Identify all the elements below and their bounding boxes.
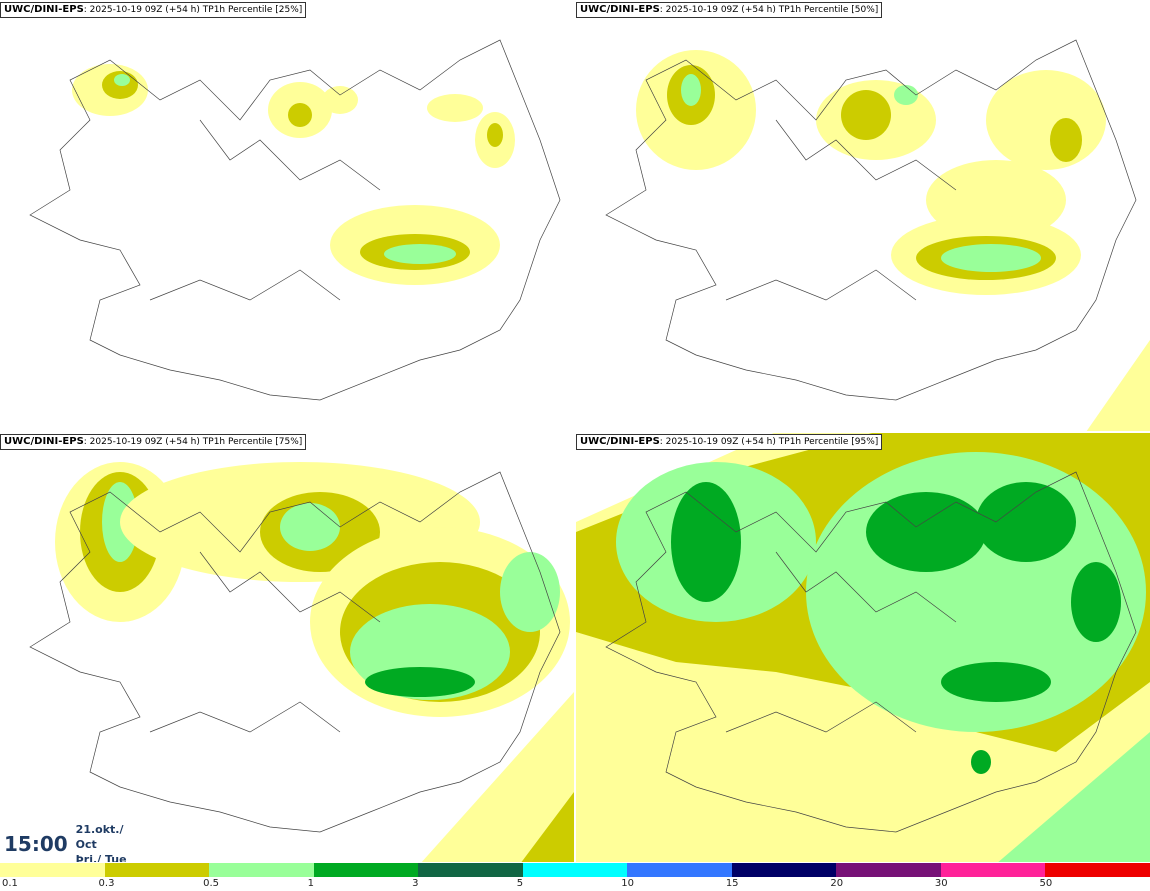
map-panel-p50: UWC/DINI-EPS: 2025-10-19 09Z (+54 h) TP1… [576, 0, 1150, 432]
panel-divider-horizontal [0, 431, 1150, 433]
valid-date: 21.okt./ Oct Þri./ Tue [75, 822, 127, 866]
legend-swatch [1045, 863, 1150, 877]
valid-time-box: 15:00 21.okt./ Oct Þri./ Tue [0, 823, 136, 866]
panel-title: UWC/DINI-EPS: 2025-10-19 09Z (+54 h) TP1… [576, 434, 883, 450]
legend-label: 50 [1039, 878, 1053, 889]
legend-label: 1 [307, 878, 314, 889]
panel-title: UWC/DINI-EPS: 2025-10-19 09Z (+54 h) TP1… [576, 2, 883, 18]
legend-label: 10 [621, 878, 634, 889]
legend-label: 15 [725, 878, 739, 889]
precip-map [29, 462, 574, 862]
legend-label: 5 [516, 878, 524, 889]
legend-swatch [313, 863, 419, 877]
precip-map [576, 432, 1150, 862]
legend-swatch [522, 863, 628, 877]
coastline [29, 39, 561, 401]
coastline [605, 471, 1137, 833]
legend-swatch [418, 863, 524, 877]
legend-swatch [0, 863, 106, 877]
precip-field [72, 64, 515, 285]
map-panel-p25: UWC/DINI-EPS: 2025-10-19 09Z (+54 h) TP1… [0, 0, 574, 432]
precip-field [576, 432, 1150, 862]
precip-map [29, 39, 561, 401]
legend-swatch [836, 863, 942, 877]
map-panel-p75: UWC/DINI-EPS: 2025-10-19 09Z (+54 h) TP1… [0, 432, 574, 862]
map-panel-p95: UWC/DINI-EPS: 2025-10-19 09Z (+54 h) TP1… [576, 432, 1150, 862]
legend-label: 3 [412, 878, 419, 889]
legend-label: 0.5 [203, 878, 219, 889]
legend-label: 20 [830, 878, 844, 889]
legend-swatch [731, 863, 837, 877]
legend-swatch [209, 863, 315, 877]
legend-swatch [940, 863, 1046, 877]
legend-swatch [104, 863, 210, 877]
panel-title: UWC/DINI-EPS: 2025-10-19 09Z (+54 h) TP1… [0, 2, 307, 18]
valid-time: 15:00 [4, 832, 68, 856]
coastline [29, 471, 561, 833]
legend-label: 0.3 [98, 878, 115, 889]
precip-field [636, 50, 1150, 432]
precip-map [605, 39, 1150, 432]
panel-title: UWC/DINI-EPS: 2025-10-19 09Z (+54 h) TP1… [0, 434, 307, 450]
precip-field [55, 462, 574, 862]
legend-label: 30 [934, 878, 948, 889]
legend-label: 0.1 [2, 878, 18, 889]
color-legend: 0.1 0.3 0.5 1 3 5 10 15 20 30 50 [0, 862, 1150, 891]
legend-swatch [627, 863, 733, 877]
coastline [605, 39, 1137, 401]
